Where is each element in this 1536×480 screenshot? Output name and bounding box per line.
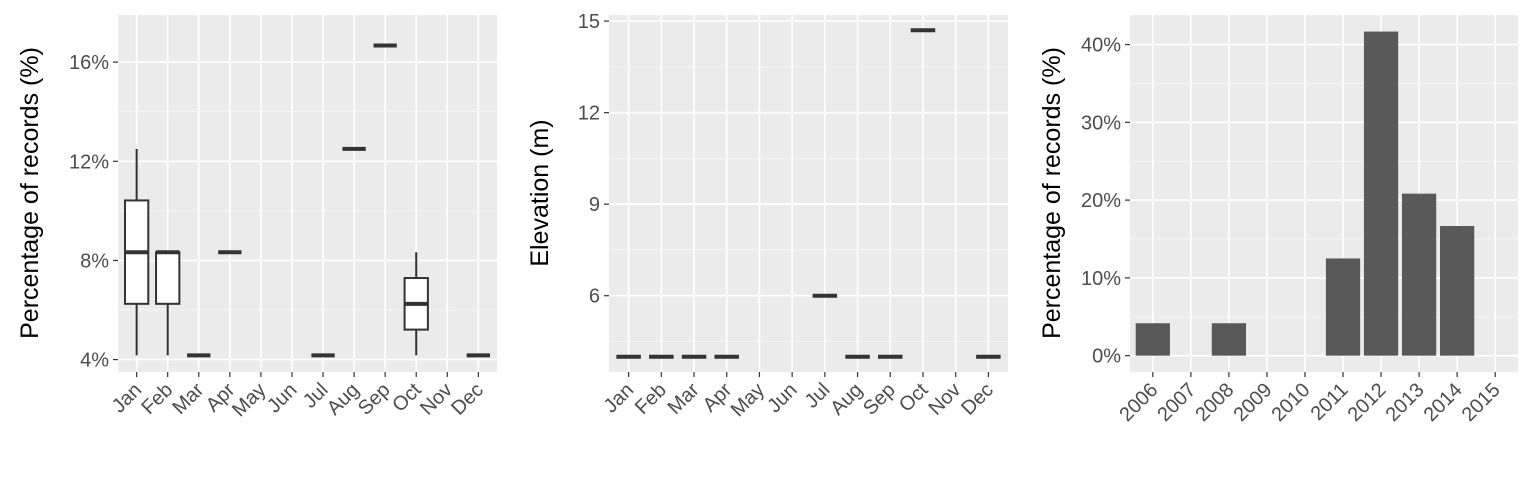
y-tick-label: 4%: [80, 350, 109, 372]
panel-background: [609, 15, 1008, 372]
x-tick-label: 2014: [1420, 379, 1467, 426]
x-tick-label: Dec: [957, 379, 998, 420]
x-tick-label: Feb: [137, 379, 177, 419]
x-tick-label: 2006: [1115, 379, 1162, 426]
x-tick-label: 2007: [1153, 379, 1200, 426]
y-axis-title: Percentage of records (%): [1038, 47, 1066, 339]
x-tick-label: 2011: [1307, 379, 1353, 425]
box-oct: [403, 252, 429, 356]
bar-2008: [1211, 323, 1247, 356]
x-tick-label: Jun: [263, 379, 301, 417]
x-tick-label: Sep: [859, 379, 900, 420]
box-feb: [155, 250, 181, 356]
x-tick-label: 2013: [1382, 379, 1429, 426]
panel-3: 0%10%20%30%40%20062007200820092010201120…: [1038, 15, 1518, 426]
x-tick-label: Dec: [447, 379, 488, 420]
x-tick-label: 2015: [1458, 379, 1505, 426]
y-tick-label: 15: [578, 11, 600, 33]
x-tick-label: Oct: [895, 379, 933, 417]
panel-background: [118, 15, 497, 372]
y-tick-label: 16%: [69, 52, 109, 74]
y-tick-label: 20%: [1081, 190, 1121, 212]
box-body: [155, 251, 181, 305]
x-tick-label: 2010: [1267, 379, 1314, 426]
y-tick-label: 6: [589, 286, 600, 308]
y-tick-label: 0%: [1092, 346, 1121, 368]
x-tick-label: 2008: [1191, 379, 1238, 426]
y-tick-label: 12: [578, 103, 600, 125]
x-tick-label: 2012: [1344, 379, 1391, 426]
x-tick-label: May: [727, 379, 769, 421]
x-tick-label: Jan: [108, 379, 146, 417]
box-jan: [123, 148, 150, 356]
x-tick-label: Jan: [600, 379, 638, 417]
bar-2014: [1440, 226, 1475, 356]
y-tick-label: 9: [589, 194, 600, 216]
bar-2006: [1135, 323, 1170, 356]
y-tick-label: 10%: [1081, 268, 1121, 290]
x-tick-label: Oct: [388, 379, 426, 417]
x-tick-label: Mar: [664, 379, 704, 419]
x-tick-label: Feb: [631, 379, 671, 419]
x-tick-label: Nov: [924, 379, 965, 420]
panel-1: 4%8%12%16%JanFebMarAprMayJunJulAugSepOct…: [16, 15, 497, 421]
y-tick-label: 8%: [80, 250, 109, 272]
y-tick-label: 12%: [69, 151, 109, 173]
y-axis-title: Percentage of records (%): [16, 47, 44, 339]
y-tick-label: 30%: [1081, 112, 1121, 134]
x-tick-label: 2009: [1229, 379, 1276, 426]
y-axis-title: Elevation (m): [526, 119, 554, 266]
bar-2012: [1363, 31, 1399, 356]
x-tick-label: Jun: [763, 379, 801, 417]
x-tick-label: Aug: [826, 379, 867, 420]
bar-2011: [1325, 258, 1361, 356]
y-tick-label: 40%: [1081, 35, 1121, 57]
x-tick-label: Mar: [168, 379, 208, 419]
bar-2013: [1401, 193, 1437, 356]
